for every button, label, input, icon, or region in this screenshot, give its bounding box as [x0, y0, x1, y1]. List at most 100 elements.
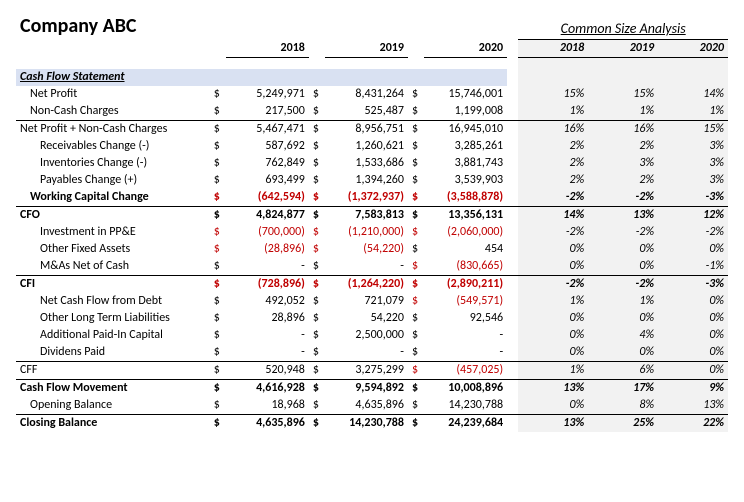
value-cell: 3,539,903 [424, 172, 507, 189]
currency-symbol: $ [309, 241, 325, 258]
row-label: Net Profit + Non-Cash Charges [16, 120, 210, 138]
value-cell: 1,199,008 [424, 103, 507, 121]
cs-year-2020: 2020 [658, 39, 728, 57]
currency-symbol: $ [210, 258, 226, 276]
common-size-cell: -2% [518, 275, 588, 293]
value-cell: (457,025) [424, 361, 507, 379]
currency-symbol: $ [210, 155, 226, 172]
value-cell: (2,060,000) [424, 224, 507, 241]
currency-symbol: $ [210, 103, 226, 121]
value-cell: (830,665) [424, 258, 507, 276]
year-2020: 2020 [424, 39, 507, 57]
value-cell: 4,616,928 [226, 379, 309, 397]
currency-symbol: $ [309, 206, 325, 224]
year-2019: 2019 [325, 39, 408, 57]
currency-symbol: $ [309, 293, 325, 310]
table-row: Other Long Term Liabilities$28,896$54,22… [16, 310, 728, 327]
common-size-cell: 0% [518, 327, 588, 344]
value-cell: 1,533,686 [325, 155, 408, 172]
common-size-cell: 3% [658, 155, 728, 172]
section-title: Cash Flow Statement [16, 69, 507, 86]
value-cell: 14,230,788 [325, 414, 408, 432]
value-cell: - [226, 258, 309, 276]
value-cell: 762,849 [226, 155, 309, 172]
currency-symbol: $ [408, 86, 424, 103]
common-size-cell: 0% [518, 258, 588, 276]
table-row: Closing Balance$4,635,896$14,230,788$24,… [16, 414, 728, 432]
row-label: Net Profit [16, 86, 210, 103]
value-cell: 217,500 [226, 103, 309, 121]
common-size-cell: 0% [658, 327, 728, 344]
currency-symbol: $ [408, 310, 424, 327]
header-row-1: Company ABC Common Size Analysis [16, 12, 728, 39]
common-size-cell: 0% [658, 344, 728, 362]
table-row: Non-Cash Charges$217,500$525,487$1,199,0… [16, 103, 728, 121]
common-size-cell: -3% [658, 189, 728, 207]
common-size-cell: 1% [518, 293, 588, 310]
table-row: Dividens Paid$-$-$-0%0%0% [16, 344, 728, 362]
value-cell: 5,249,971 [226, 86, 309, 103]
common-size-cell: 0% [658, 241, 728, 258]
row-label: Other Long Term Liabilities [16, 310, 210, 327]
table-row: Net Profit$5,249,971$8,431,264$15,746,00… [16, 86, 728, 103]
value-cell: 3,881,743 [424, 155, 507, 172]
currency-symbol: $ [408, 241, 424, 258]
common-size-cell: 13% [518, 414, 588, 432]
value-cell: 24,239,684 [424, 414, 507, 432]
company-name: Company ABC [16, 12, 210, 39]
common-size-cell: 16% [588, 120, 658, 138]
common-size-cell: 0% [518, 310, 588, 327]
common-size-cell: 0% [588, 310, 658, 327]
row-label: Closing Balance [16, 414, 210, 432]
common-size-cell: 16% [518, 120, 588, 138]
currency-symbol: $ [408, 258, 424, 276]
common-size-cell: 3% [588, 155, 658, 172]
value-cell: 9,594,892 [325, 379, 408, 397]
currency-symbol: $ [210, 206, 226, 224]
value-cell: 4,635,896 [325, 397, 408, 415]
common-size-cell: 1% [658, 103, 728, 121]
value-cell: 4,824,877 [226, 206, 309, 224]
common-size-cell: 2% [518, 155, 588, 172]
common-size-cell: -2% [588, 275, 658, 293]
table-row: Working Capital Change$(642,594)$(1,372,… [16, 189, 728, 207]
value-cell: (700,000) [226, 224, 309, 241]
value-cell: 8,431,264 [325, 86, 408, 103]
value-cell: (549,571) [424, 293, 507, 310]
currency-symbol: $ [309, 361, 325, 379]
common-size-header: Common Size Analysis [518, 12, 728, 39]
cs-year-2018: 2018 [518, 39, 588, 57]
common-size-cell: 13% [518, 379, 588, 397]
common-size-cell: 1% [518, 361, 588, 379]
value-cell: (3,588,878) [424, 189, 507, 207]
table-row: Net Profit + Non-Cash Charges$5,467,471$… [16, 120, 728, 138]
currency-symbol: $ [210, 86, 226, 103]
currency-symbol: $ [408, 327, 424, 344]
common-size-cell: 17% [588, 379, 658, 397]
cs-year-2019: 2019 [588, 39, 658, 57]
table-row: M&As Net of Cash$-$-$(830,665)0%0%-1% [16, 258, 728, 276]
currency-symbol: $ [309, 397, 325, 415]
common-size-cell: -2% [658, 224, 728, 241]
row-label: Dividens Paid [16, 344, 210, 362]
common-size-cell: 0% [658, 310, 728, 327]
table-row: Cash Flow Movement$4,616,928$9,594,892$1… [16, 379, 728, 397]
currency-symbol: $ [408, 414, 424, 432]
common-size-cell: 14% [518, 206, 588, 224]
value-cell: 454 [424, 241, 507, 258]
currency-symbol: $ [408, 138, 424, 155]
common-size-cell: 0% [658, 293, 728, 310]
value-cell: 15,746,001 [424, 86, 507, 103]
value-cell: (2,890,211) [424, 275, 507, 293]
common-size-cell: 25% [588, 414, 658, 432]
common-size-cell: 0% [518, 397, 588, 415]
value-cell: 3,275,299 [325, 361, 408, 379]
value-cell: (642,594) [226, 189, 309, 207]
currency-symbol: $ [309, 327, 325, 344]
currency-symbol: $ [309, 379, 325, 397]
value-cell: 13,356,131 [424, 206, 507, 224]
common-size-cell: 0% [518, 241, 588, 258]
table-row: CFF$520,948$3,275,299$(457,025)1%6%0% [16, 361, 728, 379]
value-cell: (728,896) [226, 275, 309, 293]
currency-symbol: $ [210, 414, 226, 432]
